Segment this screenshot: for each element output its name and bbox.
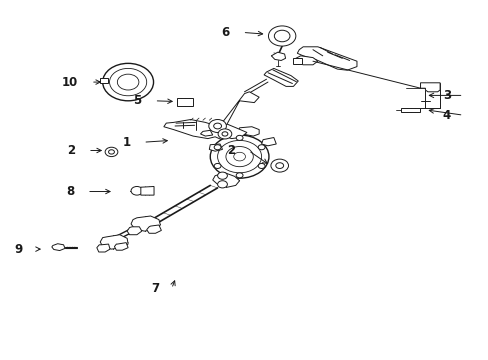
Circle shape <box>274 30 289 42</box>
Text: 5: 5 <box>133 94 142 107</box>
Polygon shape <box>177 98 193 106</box>
Polygon shape <box>215 124 246 139</box>
Circle shape <box>258 145 264 150</box>
Polygon shape <box>400 108 419 112</box>
Polygon shape <box>146 225 161 233</box>
Polygon shape <box>100 78 107 83</box>
Polygon shape <box>114 243 128 250</box>
Circle shape <box>213 123 221 129</box>
Text: 2: 2 <box>67 144 75 157</box>
Polygon shape <box>97 244 110 252</box>
Circle shape <box>210 135 268 178</box>
Circle shape <box>270 159 288 172</box>
Polygon shape <box>212 173 239 187</box>
Polygon shape <box>420 83 439 92</box>
Circle shape <box>102 63 153 101</box>
Circle shape <box>217 140 261 173</box>
Polygon shape <box>127 227 142 235</box>
Circle shape <box>117 74 139 90</box>
Circle shape <box>275 163 283 168</box>
Text: 2: 2 <box>227 144 235 157</box>
Text: 9: 9 <box>15 243 23 256</box>
Polygon shape <box>52 244 65 251</box>
Text: 6: 6 <box>221 26 229 39</box>
Circle shape <box>225 147 253 167</box>
Circle shape <box>233 152 245 161</box>
Polygon shape <box>293 58 302 64</box>
Polygon shape <box>131 216 160 231</box>
Circle shape <box>131 186 142 195</box>
Circle shape <box>108 150 114 154</box>
Circle shape <box>214 163 221 168</box>
Polygon shape <box>261 138 276 146</box>
Circle shape <box>236 135 243 140</box>
Polygon shape <box>297 47 356 70</box>
Circle shape <box>217 181 227 188</box>
Circle shape <box>208 120 226 132</box>
Polygon shape <box>271 52 285 60</box>
Text: 3: 3 <box>442 89 450 102</box>
Text: 1: 1 <box>122 136 130 149</box>
Polygon shape <box>200 130 212 136</box>
Circle shape <box>236 173 243 178</box>
Circle shape <box>105 147 118 157</box>
Text: 7: 7 <box>150 282 159 295</box>
Polygon shape <box>295 56 317 65</box>
Polygon shape <box>238 127 259 136</box>
Circle shape <box>222 132 227 136</box>
Circle shape <box>258 163 264 168</box>
Circle shape <box>218 129 231 139</box>
Polygon shape <box>141 186 154 195</box>
Polygon shape <box>209 144 222 151</box>
Text: 10: 10 <box>62 76 78 89</box>
Polygon shape <box>264 68 298 86</box>
Polygon shape <box>100 235 128 249</box>
Text: 4: 4 <box>442 109 450 122</box>
Circle shape <box>214 145 221 150</box>
Polygon shape <box>163 92 259 143</box>
Circle shape <box>217 172 227 179</box>
Circle shape <box>268 26 295 46</box>
Circle shape <box>109 68 146 96</box>
Text: 8: 8 <box>66 185 74 198</box>
